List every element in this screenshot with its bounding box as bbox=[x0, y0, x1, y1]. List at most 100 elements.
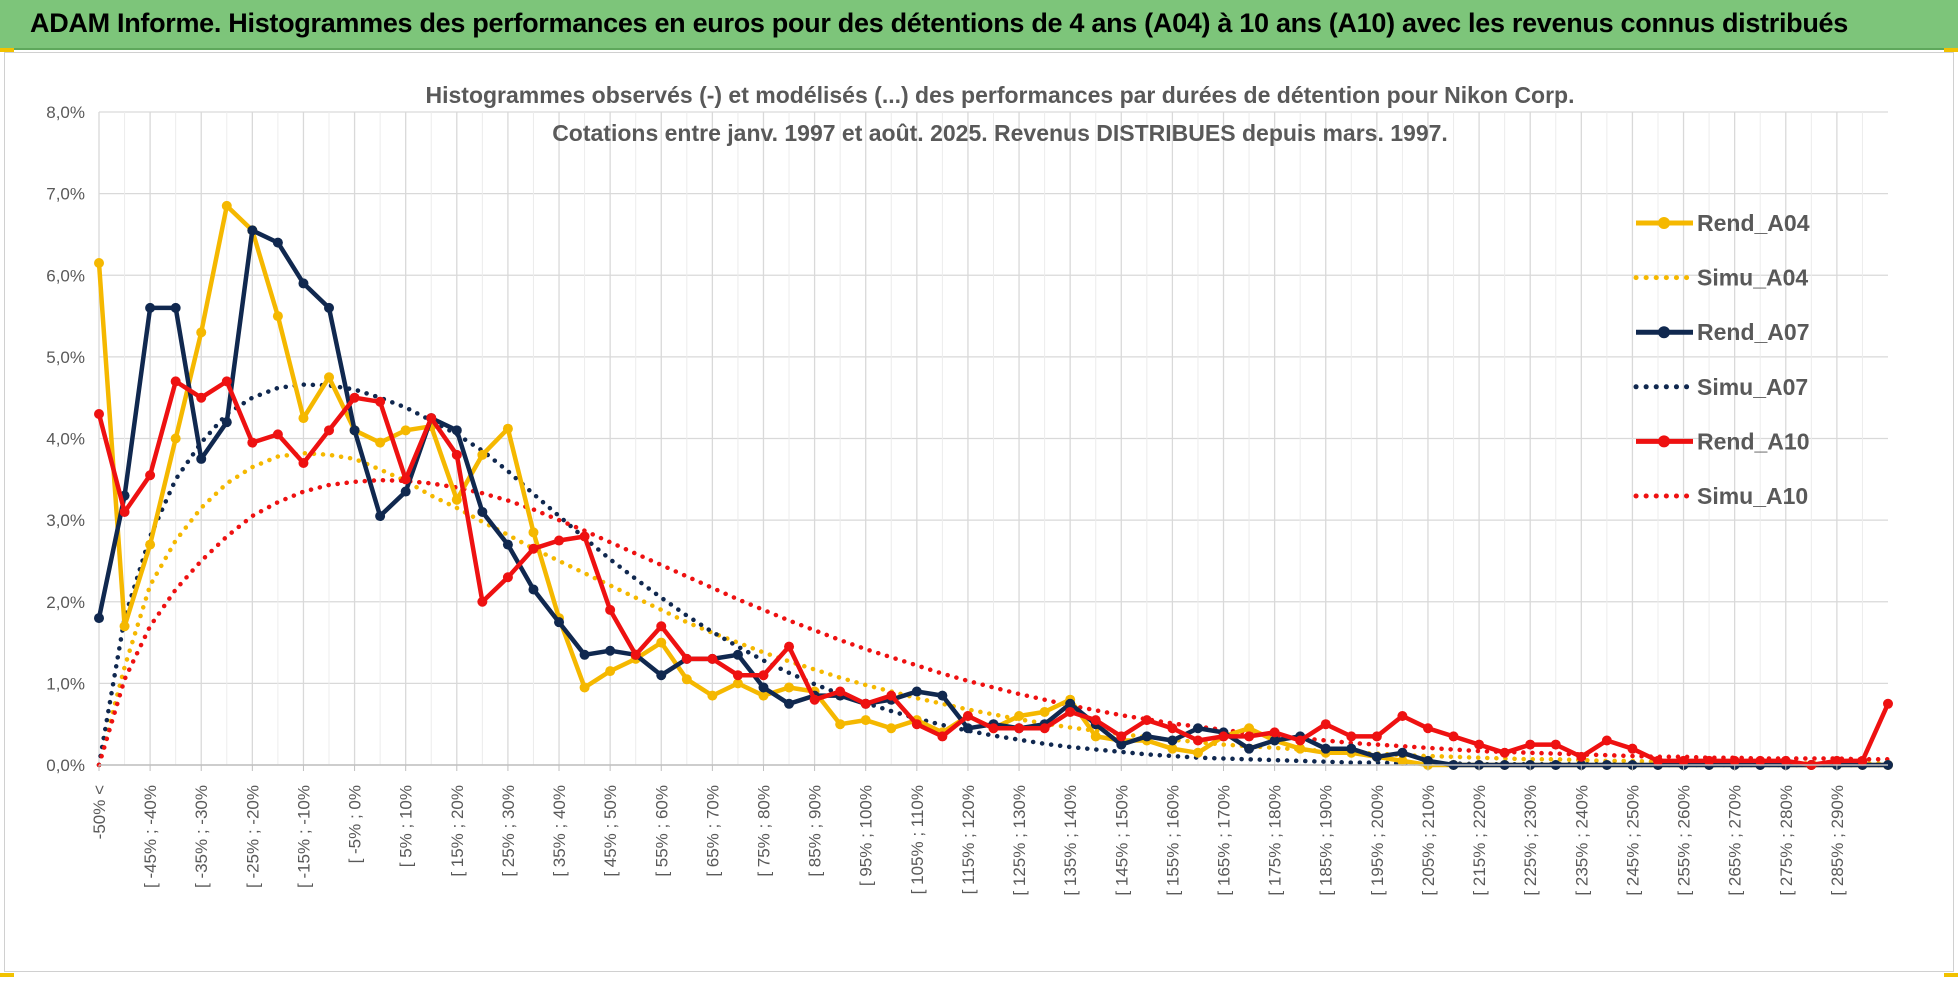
data-point-rend-a04 bbox=[196, 327, 207, 338]
data-point-rend-a10 bbox=[1065, 706, 1076, 717]
x-tick-label: [ -25% ; -20% bbox=[243, 785, 262, 888]
data-point-rend-a04 bbox=[502, 423, 513, 434]
data-point-rend-a10 bbox=[1346, 731, 1357, 742]
y-tick-label: 3,0% bbox=[46, 511, 85, 530]
y-tick-label: 5,0% bbox=[46, 348, 85, 367]
data-point-rend-a10 bbox=[1576, 751, 1587, 762]
data-point-rend-a07 bbox=[349, 425, 360, 436]
x-tick-label: [ 95% ; 100% bbox=[857, 785, 876, 886]
data-point-rend-a07 bbox=[477, 506, 488, 517]
x-tick-label: [ 205% ; 210% bbox=[1419, 785, 1438, 896]
chart-legend: Rend_A04 Simu_A04 Rend_A07 Simu_A07 Rend_A10… bbox=[1633, 210, 1810, 509]
data-point-rend-a10 bbox=[1320, 719, 1331, 730]
data-point-rend-a10 bbox=[119, 506, 130, 517]
data-point-rend-a10 bbox=[1218, 731, 1229, 742]
x-tick-label: [ 85% ; 90% bbox=[806, 785, 825, 877]
chart-title-line-2: Cotations entre janv. 1997 et août. 2025… bbox=[552, 120, 1448, 146]
data-point-rend-a10 bbox=[1116, 731, 1127, 742]
data-point-rend-a07 bbox=[324, 302, 335, 313]
data-point-rend-a07 bbox=[94, 613, 104, 624]
x-tick-label: [ 105% ; 110% bbox=[908, 785, 927, 894]
data-point-rend-a07 bbox=[375, 511, 386, 522]
data-point-rend-a07 bbox=[656, 670, 667, 681]
data-point-rend-a10 bbox=[272, 429, 283, 440]
data-point-rend-a10 bbox=[732, 670, 743, 681]
data-point-rend-a07 bbox=[145, 302, 156, 313]
data-point-rend-a10 bbox=[1601, 735, 1612, 746]
data-point-rend-a10 bbox=[502, 572, 513, 583]
data-point-rend-a07 bbox=[1167, 735, 1178, 746]
data-point-rend-a07 bbox=[502, 539, 513, 550]
data-point-rend-a07 bbox=[400, 486, 411, 497]
data-point-rend-a10 bbox=[758, 670, 769, 681]
data-point-rend-a07 bbox=[1346, 743, 1357, 754]
data-point-rend-a10 bbox=[247, 437, 258, 448]
data-point-rend-a07 bbox=[1116, 739, 1127, 750]
data-point-rend-a07 bbox=[221, 417, 232, 428]
y-tick-label: 4,0% bbox=[46, 430, 85, 449]
data-point-rend-a10 bbox=[835, 686, 846, 697]
data-point-rend-a10 bbox=[886, 690, 897, 701]
y-tick-label: 0,0% bbox=[46, 756, 85, 775]
data-point-rend-a10 bbox=[1167, 723, 1178, 734]
data-point-rend-a10 bbox=[605, 604, 616, 615]
data-point-rend-a10 bbox=[554, 535, 565, 546]
data-point-rend-a10 bbox=[94, 409, 104, 420]
legend-label-rend-a10: Rend_A10 bbox=[1697, 428, 1809, 454]
data-point-rend-a10 bbox=[988, 723, 999, 734]
x-tick-label: [ 155% ; 160% bbox=[1163, 785, 1182, 896]
frame-corner-marker bbox=[0, 973, 14, 977]
data-point-rend-a10 bbox=[1192, 735, 1203, 746]
report-banner: ADAM Informe. Histogrammes des performan… bbox=[0, 0, 1958, 50]
data-point-rend-a04 bbox=[324, 372, 335, 383]
data-point-rend-a07 bbox=[937, 690, 948, 701]
data-point-rend-a04 bbox=[784, 682, 795, 693]
data-point-rend-a07 bbox=[528, 584, 539, 595]
data-point-rend-a10 bbox=[1371, 731, 1382, 742]
data-point-rend-a04 bbox=[1090, 731, 1101, 742]
x-tick-label: [ 115% ; 120% bbox=[959, 785, 978, 894]
data-point-rend-a07 bbox=[784, 698, 795, 709]
x-tick-label: [ 225% ; 230% bbox=[1521, 785, 1540, 896]
data-point-rend-a04 bbox=[656, 637, 667, 648]
y-tick-label: 1,0% bbox=[46, 674, 85, 693]
x-tick-label: [ 275% ; 280% bbox=[1777, 785, 1796, 896]
chart-axes: 0,0% 1,0% 2,0% 3,0% 4,0% 5,0% 6,0% 7,0% 8,0% -50%… bbox=[46, 103, 1888, 896]
x-tick-label: [ 185% ; 190% bbox=[1317, 785, 1336, 896]
data-point-rend-a10 bbox=[1295, 735, 1306, 746]
data-point-rend-a04 bbox=[145, 539, 156, 550]
data-point-rend-a07 bbox=[1422, 755, 1433, 766]
legend-marker-rend-a04 bbox=[1658, 217, 1670, 229]
legend-marker-rend-a10 bbox=[1658, 435, 1670, 448]
x-tick-label: [ -35% ; -30% bbox=[192, 785, 211, 888]
data-point-rend-a04 bbox=[1397, 755, 1408, 766]
data-point-rend-a10 bbox=[1550, 739, 1561, 750]
data-point-rend-a07 bbox=[579, 649, 590, 660]
data-point-rend-a10 bbox=[911, 719, 922, 730]
x-tick-label: [ 165% ; 170% bbox=[1215, 785, 1234, 896]
data-point-rend-a04 bbox=[477, 449, 488, 460]
x-tick-label: [ 25% ; 30% bbox=[499, 785, 518, 877]
data-point-rend-a10 bbox=[375, 396, 386, 407]
data-point-rend-a10 bbox=[1474, 739, 1485, 750]
data-point-rend-a10 bbox=[1499, 747, 1510, 758]
frame-corner-marker bbox=[0, 48, 14, 52]
data-point-rend-a04 bbox=[94, 258, 104, 269]
data-point-rend-a07 bbox=[1397, 747, 1408, 758]
x-tick-label: [ 35% ; 40% bbox=[550, 785, 569, 877]
data-point-rend-a10 bbox=[1525, 739, 1536, 750]
data-point-rend-a04 bbox=[886, 723, 897, 734]
data-point-rend-a04 bbox=[451, 494, 462, 505]
data-point-rend-a10 bbox=[1422, 723, 1433, 734]
data-point-rend-a07 bbox=[911, 686, 922, 697]
data-point-rend-a10 bbox=[221, 376, 232, 387]
data-point-rend-a10 bbox=[145, 470, 156, 481]
data-point-rend-a04 bbox=[707, 690, 718, 701]
data-point-rend-a07 bbox=[451, 425, 462, 436]
x-tick-label: [ 285% ; 290% bbox=[1828, 785, 1847, 896]
data-point-rend-a07 bbox=[298, 278, 309, 289]
data-point-rend-a10 bbox=[1269, 727, 1280, 738]
y-tick-label: 6,0% bbox=[46, 266, 85, 285]
x-tick-label: [ 195% ; 200% bbox=[1368, 785, 1387, 896]
data-point-rend-a07 bbox=[1371, 751, 1382, 762]
